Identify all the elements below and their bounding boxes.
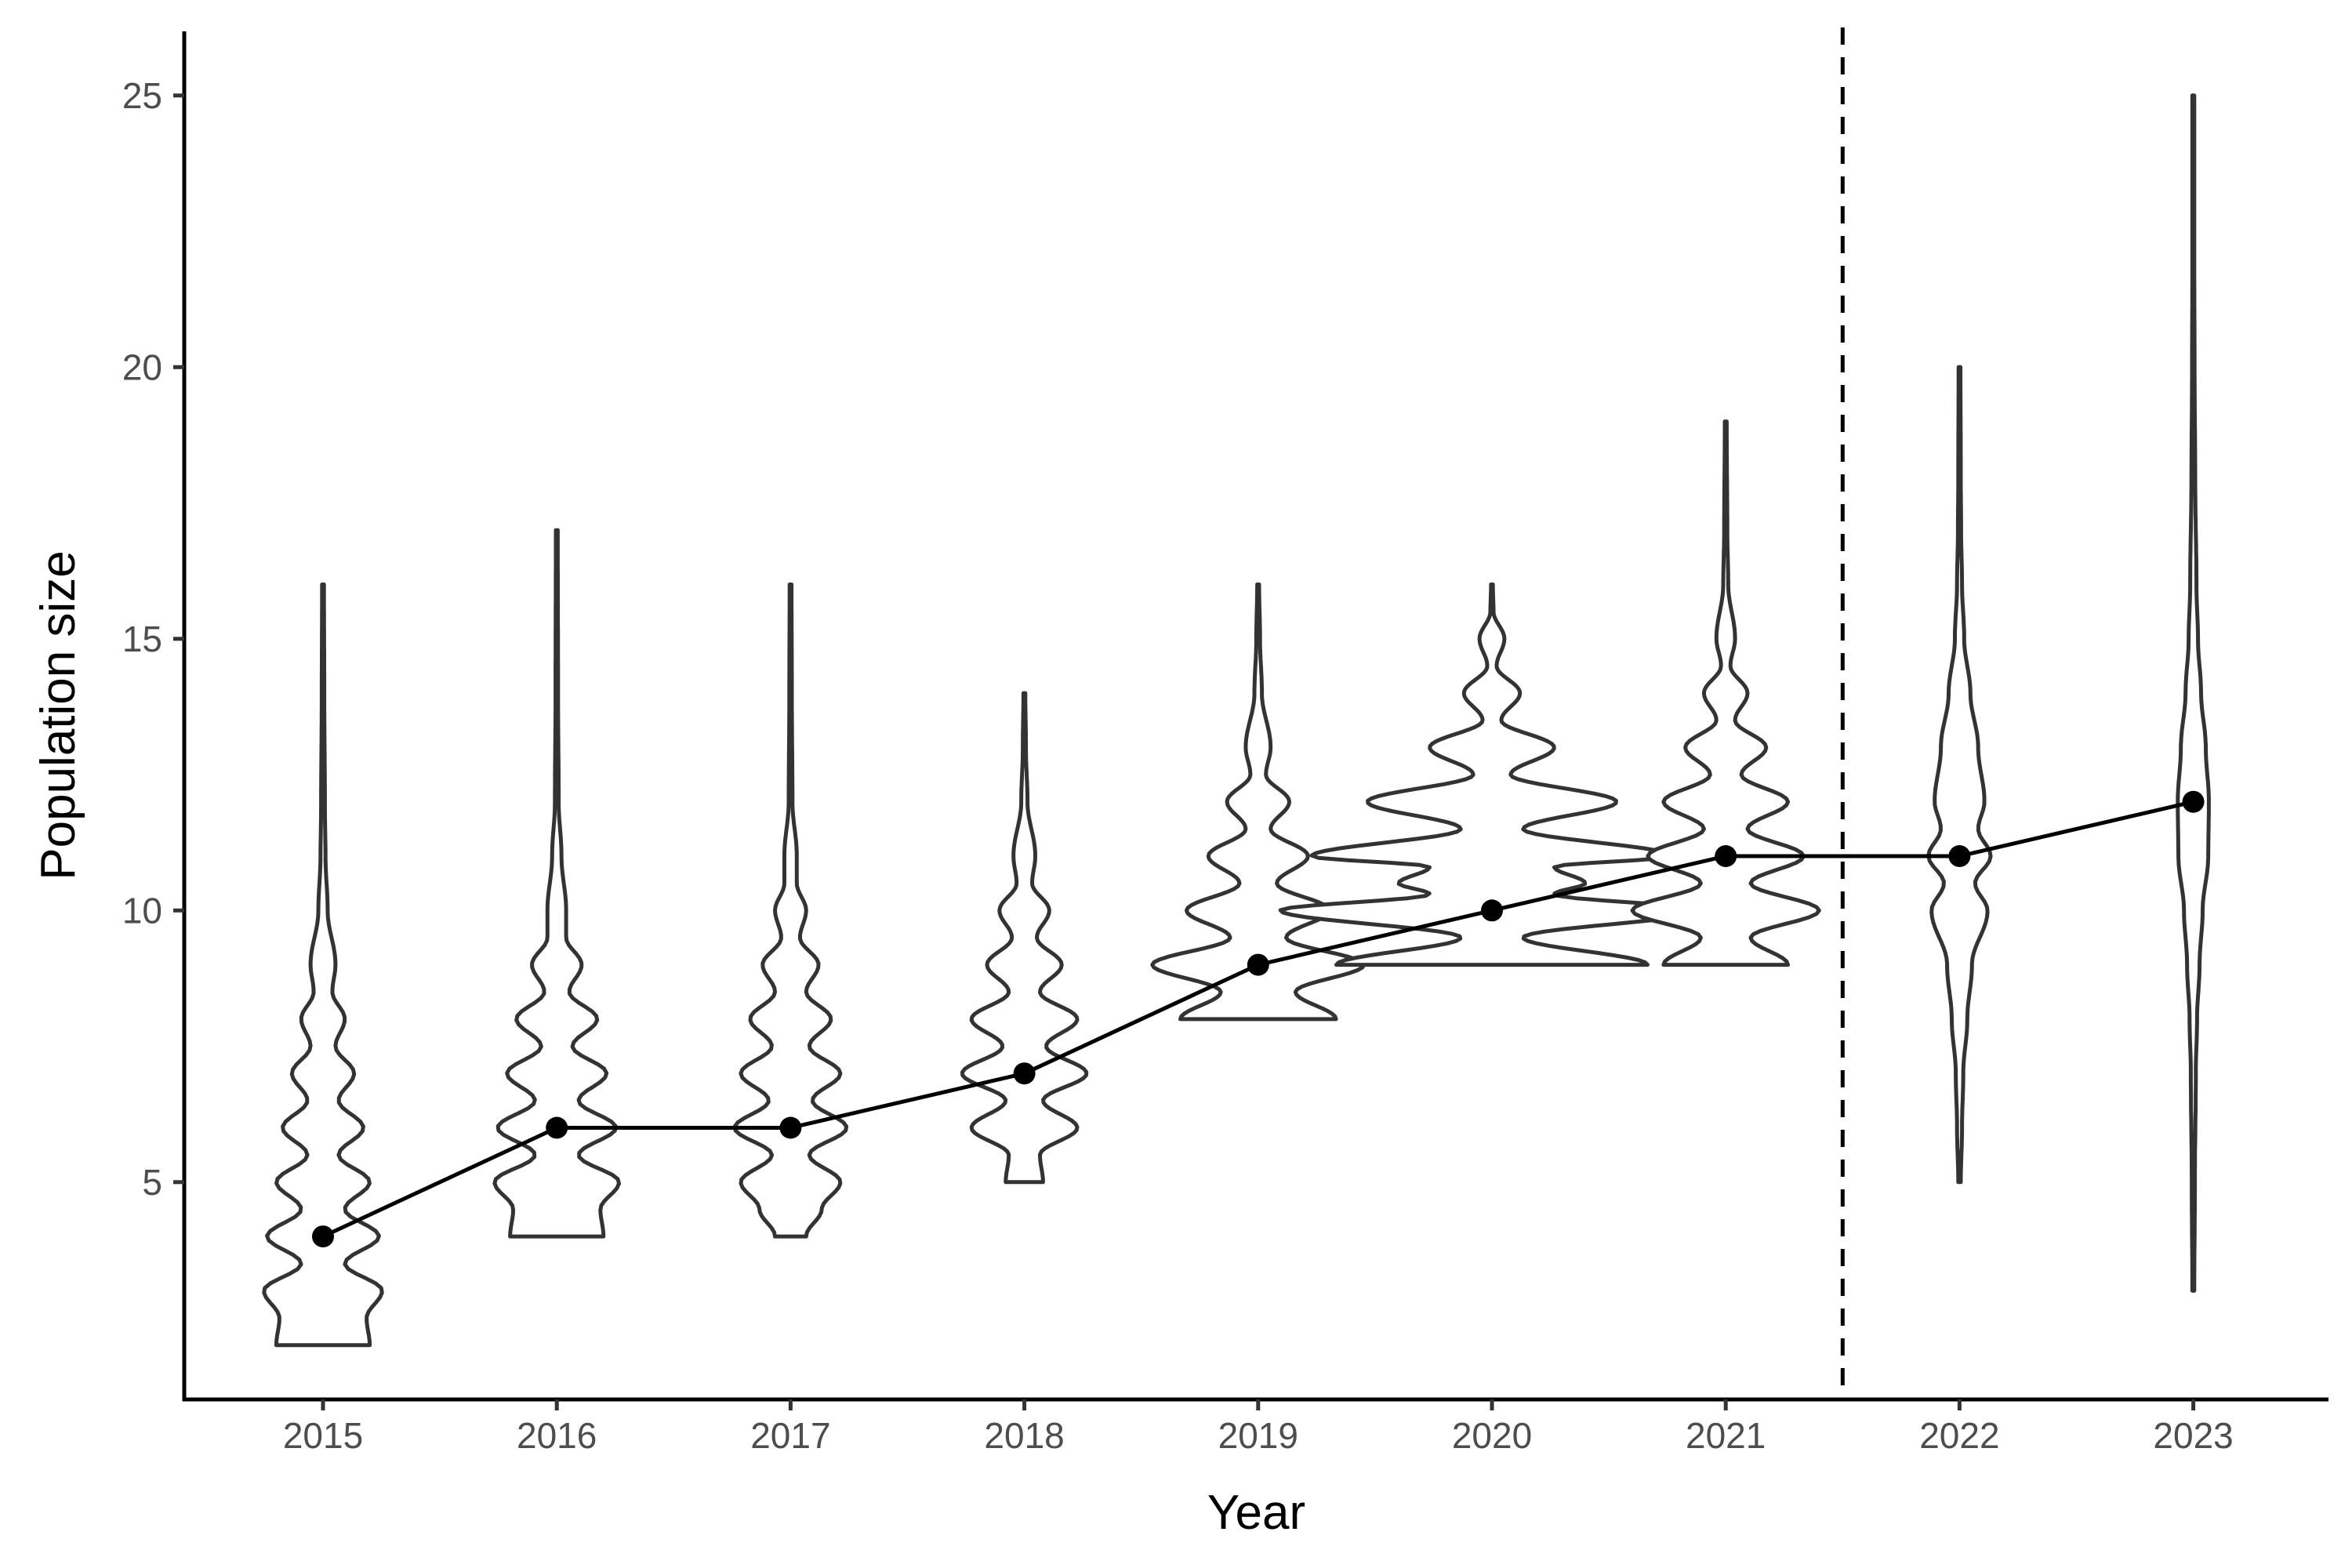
x-tick-label-2021: 2021 xyxy=(1686,1415,1766,1456)
violin-2016 xyxy=(492,528,621,1239)
x-tick-label-2019: 2019 xyxy=(1218,1415,1298,1456)
median-point-2016 xyxy=(546,1116,568,1139)
median-point-2015 xyxy=(312,1225,334,1248)
violin-2022 xyxy=(1926,365,1993,1185)
violin-2017 xyxy=(732,583,849,1239)
median-point-2017 xyxy=(779,1116,802,1139)
median-point-2019 xyxy=(1247,953,1269,976)
violin-2020 xyxy=(1278,583,1706,967)
violin-2018 xyxy=(960,691,1089,1185)
median-point-2018 xyxy=(1013,1062,1036,1085)
median-series-layer xyxy=(312,790,2205,1248)
y-axis-title: Population size xyxy=(31,550,85,880)
violin-2021 xyxy=(1630,419,1821,967)
y-tick-label-25: 25 xyxy=(122,75,162,116)
median-point-2021 xyxy=(1715,845,1737,867)
violin-2023 xyxy=(2176,93,2211,1293)
violin-2015 xyxy=(262,583,384,1348)
axes-layer xyxy=(182,31,2328,1402)
y-tick-label-15: 15 xyxy=(122,619,162,659)
x-axis-title: Year xyxy=(1207,1486,1305,1540)
y-tick-label-10: 10 xyxy=(122,890,162,931)
median-point-2023 xyxy=(2182,790,2205,813)
y-tick-label-20: 20 xyxy=(122,347,162,387)
x-tick-label-2020: 2020 xyxy=(1452,1415,1532,1456)
median-point-2022 xyxy=(1948,845,1971,867)
x-tick-label-2017: 2017 xyxy=(750,1415,830,1456)
x-tick-label-2018: 2018 xyxy=(984,1415,1064,1456)
x-tick-label-2015: 2015 xyxy=(283,1415,363,1456)
tick-layer: 5 10 15 20 25 2015 2016 2017 2018 2019 2020 2021 202… xyxy=(122,75,2234,1456)
violin-layer xyxy=(262,93,2211,1348)
median-point-2020 xyxy=(1481,899,1503,922)
y-tick-label-5: 5 xyxy=(142,1162,162,1203)
x-tick-label-2023: 2023 xyxy=(2153,1415,2233,1456)
x-tick-label-2022: 2022 xyxy=(1919,1415,1999,1456)
x-tick-label-2016: 2016 xyxy=(517,1415,597,1456)
